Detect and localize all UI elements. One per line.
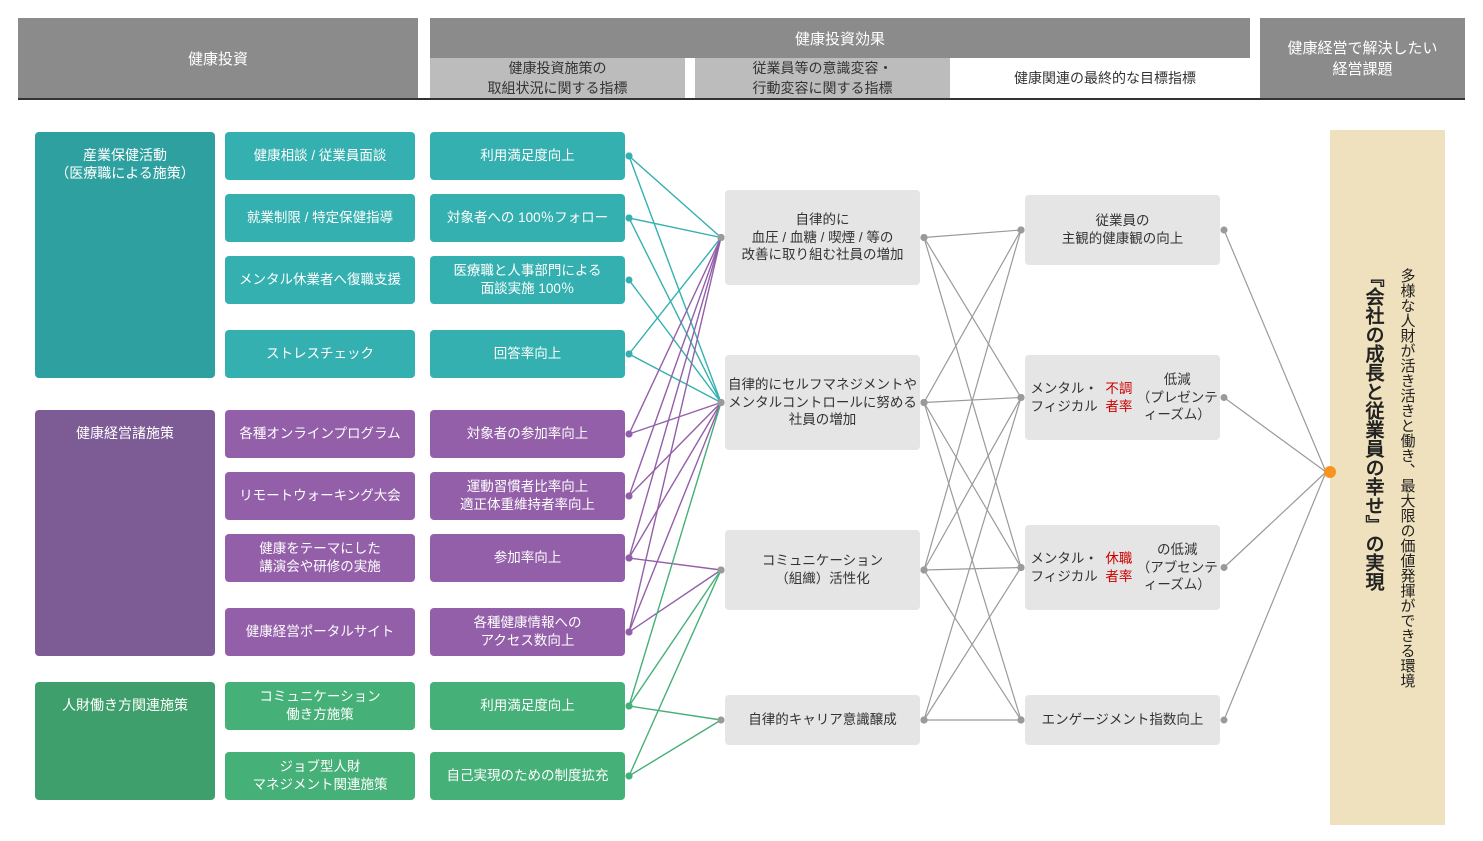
measure-box: リモートウォーキング大会 xyxy=(225,472,415,520)
indicator-box: 運動習慣者比率向上 適正体重維持者率向上 xyxy=(430,472,625,520)
header-sub-a: 健康投資施策の 取組状況に関する指標 xyxy=(430,58,685,98)
indicator-box: 医療職と人事部門による 面談実施 100％ xyxy=(430,256,625,304)
indicator-box: 各種健康情報への アクセス数向上 xyxy=(430,608,625,656)
goal-text: 多様な人財が活き活きと働き、最大限の価値発揮ができる環境 『会社の成長と従業員の… xyxy=(1354,268,1422,688)
measure-box: 就業制限 / 特定保健指導 xyxy=(225,194,415,242)
measure-box: 健康をテーマにした 講演会や研修の実施 xyxy=(225,534,415,582)
measure-box: メンタル休業者へ復職支援 xyxy=(225,256,415,304)
indicator-box: 参加率向上 xyxy=(430,534,625,582)
measure-box: 各種オンラインプログラム xyxy=(225,410,415,458)
category-block: 健康経営諸施策 xyxy=(35,410,215,656)
header-goal: 健康経営で解決したい 経営課題 xyxy=(1260,18,1465,98)
indicator-box: 利用満足度向上 xyxy=(430,132,625,180)
kpi-box: メンタル・フィジカル不調者率低減（プレゼンティーズム） xyxy=(1025,355,1220,440)
header-invest: 健康投資 xyxy=(18,18,418,98)
category-block: 人財働き方関連施策 xyxy=(35,682,215,800)
outcome-box: コミュニケーション （組織）活性化 xyxy=(725,530,920,610)
header-sub-c: 健康関連の最終的な目標指標 xyxy=(960,58,1250,98)
header-sub-b: 従業員等の意識変容・ 行動変容に関する指標 xyxy=(695,58,950,98)
outcome-box: 自律的にセルフマネジメントや メンタルコントロールに努める 社員の増加 xyxy=(725,355,920,450)
outcome-box: 自律的に 血圧 / 血糖 / 喫煙 / 等の 改善に取り組む社員の増加 xyxy=(725,190,920,285)
measure-box: コミュニケーション 働き方施策 xyxy=(225,682,415,730)
measure-box: 健康相談 / 従業員面談 xyxy=(225,132,415,180)
measure-box: 健康経営ポータルサイト xyxy=(225,608,415,656)
kpi-box: 従業員の 主観的健康観の向上 xyxy=(1025,195,1220,265)
indicator-box: 回答率向上 xyxy=(430,330,625,378)
outcome-box: 自律的キャリア意識醸成 xyxy=(725,695,920,745)
indicator-box: 対象者の参加率向上 xyxy=(430,410,625,458)
kpi-box: エンゲージメント指数向上 xyxy=(1025,695,1220,745)
indicator-box: 利用満足度向上 xyxy=(430,682,625,730)
indicator-box: 自己実現のための制度拡充 xyxy=(430,752,625,800)
goal-dot xyxy=(1324,466,1336,478)
measure-box: ストレスチェック xyxy=(225,330,415,378)
goal-panel: 多様な人財が活き活きと働き、最大限の価値発揮ができる環境 『会社の成長と従業員の… xyxy=(1330,130,1445,825)
category-block: 産業保健活動 （医療職による施策） xyxy=(35,132,215,378)
header-effect: 健康投資効果 xyxy=(430,18,1250,58)
measure-box: ジョブ型人財 マネジメント関連施策 xyxy=(225,752,415,800)
indicator-box: 対象者への 100％フォロー xyxy=(430,194,625,242)
kpi-box: メンタル・フィジカル休職者率の低減（アブセンティーズム） xyxy=(1025,525,1220,610)
